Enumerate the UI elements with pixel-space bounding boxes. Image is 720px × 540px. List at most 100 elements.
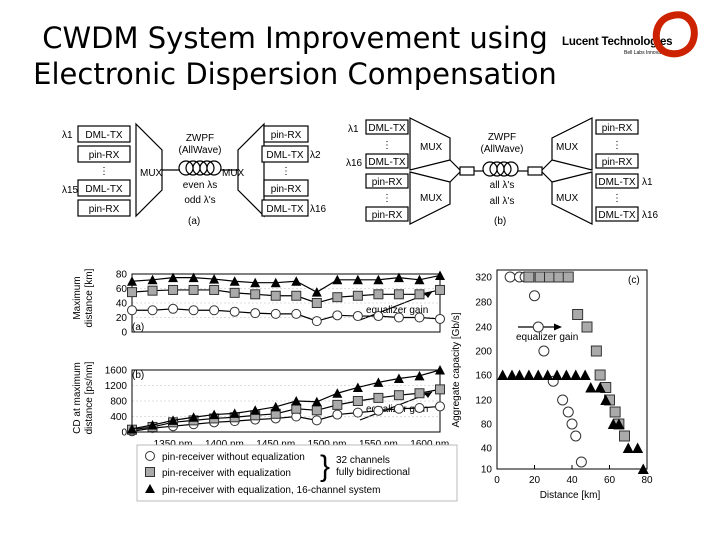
svg-text:all λ's: all λ's xyxy=(490,196,515,207)
data-point-triangle xyxy=(250,277,261,288)
title-line-2: Electronic Dispersion Compensation xyxy=(33,57,557,91)
data-point-triangle xyxy=(570,369,582,380)
panel-label: (b) xyxy=(132,370,144,381)
svg-text:DML-TX: DML-TX xyxy=(598,177,636,188)
data-point-square xyxy=(594,369,606,381)
data-point-triangle xyxy=(291,276,302,286)
lambda-label: λ2 xyxy=(310,150,321,161)
data-point-square xyxy=(250,289,261,300)
data-point-circle xyxy=(393,312,404,323)
chart-a: Maximum distance [km] (a) equalizer gain… xyxy=(72,268,445,339)
svg-text:λ16: λ16 xyxy=(346,158,363,169)
svg-text:⋮: ⋮ xyxy=(382,140,392,151)
y-tick-label: 20 xyxy=(116,313,128,324)
ellipsis: ⋮ xyxy=(99,166,109,177)
data-point-triangle xyxy=(632,442,644,453)
data-point-circle xyxy=(504,271,516,283)
svg-text:pin-RX: pin-RX xyxy=(271,184,302,195)
svg-text:pin-RX: pin-RX xyxy=(602,123,633,134)
data-point-square xyxy=(373,289,384,300)
data-point-triangle xyxy=(229,408,240,418)
series-line-circle xyxy=(131,405,441,432)
box-label: DML-TX xyxy=(85,184,123,195)
plot-frame xyxy=(131,273,441,333)
box xyxy=(77,125,131,143)
svg-text:MUX: MUX xyxy=(420,142,443,153)
data-point-square xyxy=(127,287,137,298)
data-point-square xyxy=(534,271,546,283)
data-point-circle xyxy=(373,405,384,416)
data-point-circle xyxy=(250,308,261,319)
y-tick-label: 40 xyxy=(481,444,493,455)
data-point-triangle xyxy=(560,369,572,380)
data-point-triangle xyxy=(332,388,343,398)
data-point-circle xyxy=(332,310,343,321)
data-point-circle xyxy=(311,316,322,327)
data-point-triangle xyxy=(270,277,281,288)
data-point-triangle xyxy=(291,396,302,406)
data-point-triangle xyxy=(373,274,384,285)
data-point-circle xyxy=(562,406,574,418)
svg-text:pin-RX: pin-RX xyxy=(372,210,403,221)
box-label: pin-RX xyxy=(89,150,120,161)
y-tick-label: 80 xyxy=(481,420,493,431)
svg-text:DML-TX: DML-TX xyxy=(598,210,636,221)
data-point-square xyxy=(590,345,602,357)
svg-text:DML-TX: DML-TX xyxy=(368,123,406,134)
svg-text:⋮: ⋮ xyxy=(612,193,622,204)
data-point-circle xyxy=(332,409,343,420)
data-point-triangle xyxy=(435,270,445,280)
data-point-square xyxy=(209,284,220,295)
data-point-square xyxy=(311,405,322,416)
y-axis-label: Maximum xyxy=(72,276,83,319)
data-point-triangle xyxy=(188,272,199,283)
data-point-triangle xyxy=(352,382,363,392)
svg-text:pin-RX: pin-RX xyxy=(602,157,633,168)
svg-text:DML-TX: DML-TX xyxy=(368,157,406,168)
annotation: equalizer gain xyxy=(516,332,578,343)
left-boxes-a: DML-TX pin-RX DML-TX pin-RX ⋮ xyxy=(77,125,131,217)
data-point-square xyxy=(373,392,384,403)
data-point-triangle xyxy=(127,423,137,434)
data-point-circle xyxy=(352,311,363,322)
data-point-triangle xyxy=(373,377,384,387)
data-point-triangle xyxy=(393,373,404,384)
box xyxy=(77,179,131,197)
data-point-circle xyxy=(209,305,220,316)
data-point-triangle xyxy=(551,369,563,380)
box-label: DML-TX xyxy=(85,130,123,141)
plot-frame xyxy=(131,369,441,433)
slide-title: CWDM System Improvement using Electronic… xyxy=(30,20,560,92)
data-point-circle xyxy=(311,415,322,426)
y-tick-label: 240 xyxy=(475,323,492,334)
legend-marker-circle xyxy=(145,451,155,461)
data-point-square xyxy=(414,289,425,300)
data-point-circle xyxy=(557,394,569,406)
panel-label: (a) xyxy=(132,322,144,333)
zwpf-label: ZWPF xyxy=(186,133,214,144)
x-tick-label: 1500 nm xyxy=(308,439,347,450)
y-tick-label: 200 xyxy=(475,347,492,358)
even-label: even λs xyxy=(183,180,217,191)
series-line-circle xyxy=(132,308,441,322)
data-point-circle xyxy=(168,303,179,314)
data-point-circle xyxy=(127,305,137,316)
y-tick-label: 120 xyxy=(475,396,492,407)
data-point-square xyxy=(188,284,199,295)
x-tick-label: 1600 nm xyxy=(410,439,449,450)
data-point-circle xyxy=(373,311,384,322)
data-point-circle xyxy=(414,402,425,413)
data-point-square xyxy=(544,271,555,283)
logo-tagline: Bell Labs Innovations xyxy=(624,50,672,56)
legend-note: fully bidirectional xyxy=(336,467,410,478)
y-tick-label: 60 xyxy=(116,284,128,295)
data-point-square xyxy=(553,271,565,283)
logo-name: Lucent Technologies xyxy=(562,36,673,48)
y-axis-label: CD at maximum xyxy=(72,362,83,434)
fiber-spool-a xyxy=(178,160,222,176)
chart-b: CD at maximum distance [ps/nm] (b) equal… xyxy=(72,361,449,450)
right-boxes-a: pin-RX DML-TX pin-RX DML-TX ⋮ xyxy=(261,125,309,217)
data-point-triangle xyxy=(311,396,322,407)
mux-a-left xyxy=(135,122,163,218)
